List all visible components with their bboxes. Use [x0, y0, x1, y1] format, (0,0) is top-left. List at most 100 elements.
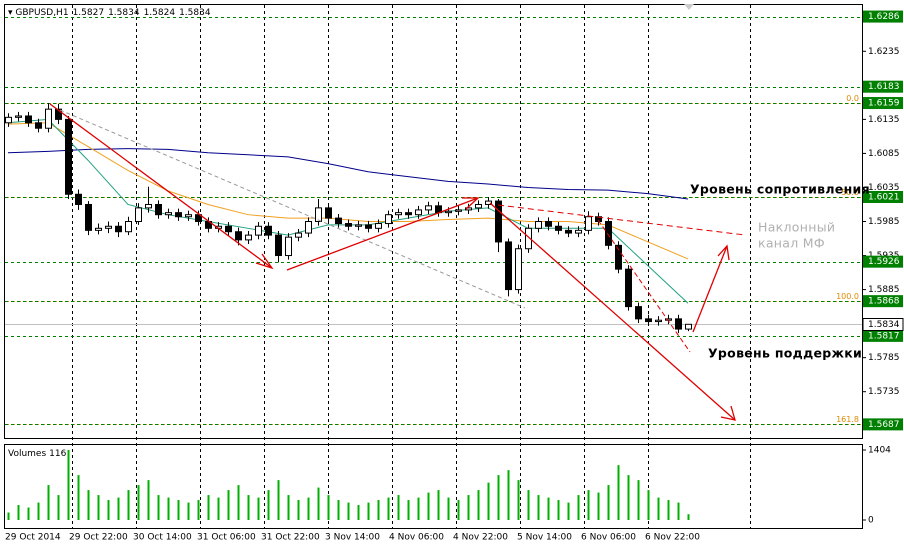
level-label: 1.5868 [868, 297, 900, 307]
time-axis: 29 Oct 2014 29 Oct 22:00 30 Oct 14:00 31 Oc… [5, 533, 700, 543]
candle-body [395, 212, 402, 216]
candle-body [375, 223, 382, 229]
candle-body [285, 236, 292, 257]
arrow-head [462, 197, 480, 210]
candle-body [265, 225, 272, 236]
level-label-box [863, 97, 903, 110]
candle-body [665, 318, 672, 321]
drawings [49, 103, 746, 421]
candle-body [625, 268, 632, 308]
candle-body [445, 210, 452, 214]
candle-body [235, 231, 242, 241]
channel-line [59, 109, 526, 309]
candle-body [135, 207, 142, 223]
candle-body [65, 118, 72, 195]
channel-line [597, 219, 691, 353]
candle-body [195, 214, 202, 222]
candle-body [5, 116, 12, 124]
level-label: 1.6286 [868, 12, 900, 22]
level-label: 1.6183 [868, 82, 900, 92]
x-tick-label: 5 Nov 14:00 [517, 533, 572, 543]
candle-body [425, 205, 432, 211]
price-label: 1.5834 [868, 320, 900, 330]
arrow-head [255, 253, 274, 270]
candle-body [55, 108, 62, 120]
candle-body [415, 209, 422, 216]
arrow-head [720, 405, 736, 421]
annotation: канал МФ [758, 236, 825, 251]
y-tick-label: 1.5735 [868, 387, 900, 397]
candle-body [475, 203, 482, 209]
level-label-box [863, 10, 903, 23]
candle-body [35, 122, 42, 129]
volume-tick-label: 0 [868, 516, 874, 526]
quote-close: 1.5834 [179, 8, 211, 18]
level-label-box [863, 255, 903, 268]
quote-low: 1.5824 [144, 8, 176, 18]
candle-body [455, 209, 462, 212]
candles [5, 103, 692, 334]
candle-body [465, 207, 472, 211]
candle-body [385, 214, 392, 225]
candle-body [405, 212, 412, 216]
volume-header: Volumes 116 [8, 449, 67, 459]
candle-body [105, 225, 112, 229]
candle-body [225, 225, 232, 233]
trend-arrow [489, 202, 736, 421]
quote-open: 1.5827 [73, 8, 105, 18]
candle-body [165, 212, 172, 216]
trend-arrow [286, 197, 479, 271]
candle-body [495, 200, 502, 243]
y-tick-label: 1.6135 [868, 115, 900, 125]
candle-body [585, 216, 592, 231]
candle-body [335, 217, 342, 225]
x-tick-label: 29 Oct 2014 [5, 533, 61, 543]
candle-body [365, 224, 372, 229]
candle-body [185, 214, 192, 218]
symbol: GBPUSD,H1 [15, 8, 68, 18]
level-label: 1.5817 [868, 331, 900, 341]
candle-body [485, 200, 492, 205]
candle-body [645, 318, 652, 323]
candle-body [675, 318, 682, 330]
candle-body [605, 221, 612, 246]
y-tick-label: 1.6035 [868, 183, 900, 193]
candle-body [345, 223, 352, 227]
volumes: 1404 0 [7, 446, 891, 526]
x-tick-label: 6 Nov 22:00 [645, 533, 700, 543]
candle-body [15, 115, 22, 118]
trend-arrow [49, 103, 273, 269]
volume-last: 116 [49, 449, 66, 459]
fib-label: 100.0 [836, 292, 859, 301]
level-labels: 1.6286 1.6183 1.6159 1.6021 1.5926 1.5868 1.58… [862, 10, 904, 431]
level-label-box [863, 80, 903, 93]
x-tick-label: 31 Oct 22:00 [261, 533, 320, 543]
level-label: 1.5926 [868, 257, 900, 267]
fib-label: 161.8 [836, 415, 859, 424]
level-label-box [863, 329, 903, 342]
x-tick-label: 29 Oct 22:00 [69, 533, 128, 543]
candle-body [535, 221, 542, 229]
x-tick-label: 3 Nov 14:00 [325, 533, 380, 543]
candle-body [545, 221, 552, 227]
level-label: 1.5687 [868, 420, 900, 430]
y-tick-label: 1.6085 [868, 149, 900, 159]
candle-body [75, 193, 82, 205]
candle-body [95, 227, 102, 231]
channel-line [497, 204, 746, 236]
candle-body [555, 225, 562, 231]
x-tick-label: 4 Nov 22:00 [453, 533, 508, 543]
candle-body [295, 232, 302, 238]
y-tick-label: 1.6235 [868, 47, 900, 57]
y-tick-label: 1.5985 [868, 217, 900, 227]
candle-body [685, 323, 692, 330]
candle-body [655, 319, 662, 323]
candle-body [155, 203, 162, 216]
x-tick-label: 6 Nov 06:00 [581, 533, 636, 543]
shift-marker [684, 4, 694, 10]
levels [5, 17, 862, 425]
level-label-box [863, 295, 903, 308]
price-label-box [862, 318, 904, 331]
trend-arrow [692, 245, 728, 333]
